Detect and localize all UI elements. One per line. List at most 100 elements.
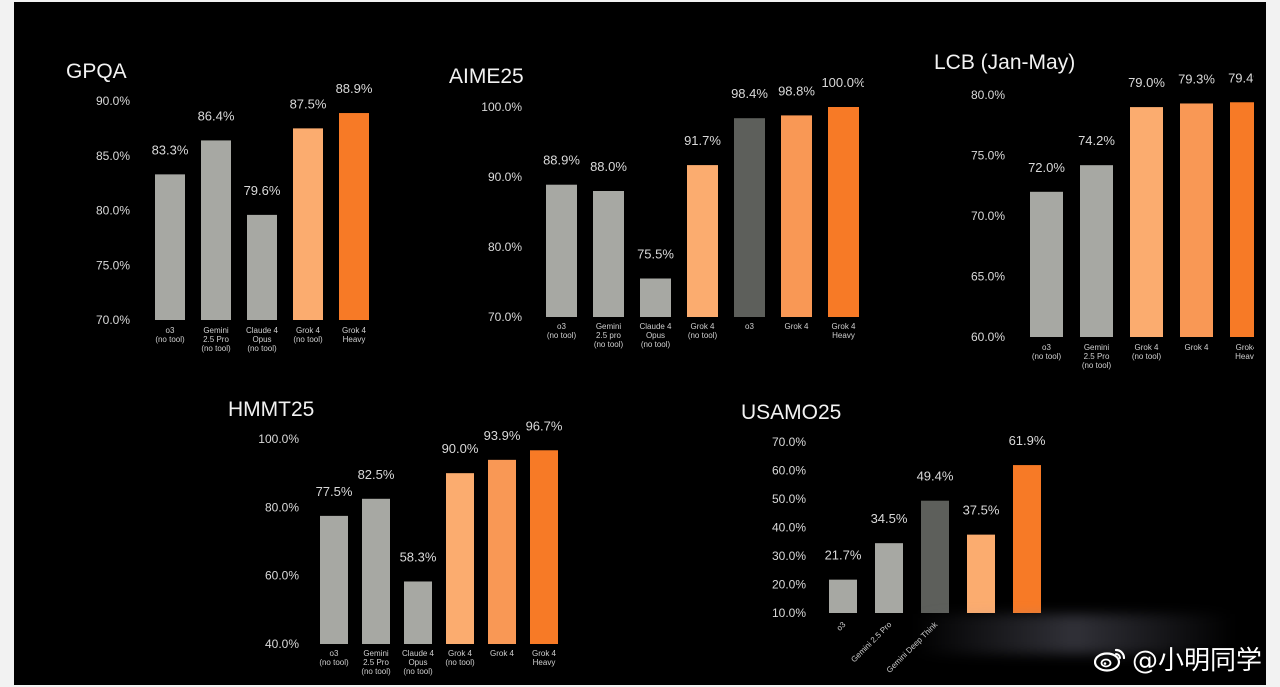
hmmt25-bar xyxy=(530,450,558,644)
hmmt25-category-label: (no tool) xyxy=(445,658,475,667)
gpqa-bar xyxy=(247,214,277,320)
usamo25-bar xyxy=(921,500,949,613)
hmmt25-value-label: 82.5% xyxy=(358,467,395,482)
gpqa-bar xyxy=(201,140,231,320)
aime25-value-label: 91.7% xyxy=(684,133,721,148)
lcb-jan-may-bar xyxy=(1030,191,1063,337)
usamo25-value-label: 21.7% xyxy=(825,548,862,563)
aime25-value-label: 100.0% xyxy=(821,75,864,90)
gpqa-y-tick-label: 75.0% xyxy=(96,258,130,272)
aime25-category-label: Gemini xyxy=(596,322,622,331)
gpqa-category-label: (no tool) xyxy=(293,335,323,344)
aime25-bar xyxy=(593,191,624,317)
weibo-logo-icon xyxy=(1093,646,1126,672)
aime25-bar xyxy=(687,165,718,317)
hmmt25-bar xyxy=(404,581,432,644)
aime25-category-label: Heavy xyxy=(832,331,855,340)
lcb-jan-may-category-label: (no tool) xyxy=(1032,352,1062,361)
aime25-category-label: (no tool) xyxy=(688,331,718,340)
gpqa-chart-svg: GPQA90.0%85.0%80.0%75.0%70.0%83.3%o3(no … xyxy=(66,60,372,353)
hmmt25-title: HMMT25 xyxy=(228,398,314,421)
hmmt25-value-label: 96.7% xyxy=(526,418,563,433)
aime25-title: AIME25 xyxy=(449,65,524,88)
aime25-bar xyxy=(640,278,671,317)
lcb-jan-may-bar xyxy=(1230,102,1254,337)
aime25-y-tick-label: 70.0% xyxy=(488,310,522,324)
hmmt25-value-label: 58.3% xyxy=(400,549,437,564)
aime25-y-tick-label: 100.0% xyxy=(481,100,522,114)
hmmt25-category-label: (no tool) xyxy=(403,667,433,676)
gpqa-category-label: 2.5 Pro xyxy=(203,335,229,344)
aime25-value-label: 75.5% xyxy=(637,247,674,262)
lcb-jan-may-category-label: (no tool) xyxy=(1082,361,1112,370)
aime25-bar xyxy=(781,115,812,318)
hmmt25-bar xyxy=(320,515,348,644)
aime25-category-label: (no tool) xyxy=(641,340,671,349)
aime25-value-label: 98.8% xyxy=(778,83,815,98)
hmmt25-y-tick-label: 60.0% xyxy=(265,569,299,583)
gpqa-bar xyxy=(293,128,323,320)
hmmt25-category-label: Grok 4 xyxy=(532,649,557,658)
usamo25-bar xyxy=(875,543,903,613)
blurred-watermark-overlay xyxy=(914,614,1234,654)
usamo25-chart: USAMO25 70.0% 60.0% 50.0% 40.0% 30.0% 20.0% 10.… xyxy=(720,394,1050,684)
lcb-jan-may-category-label: Heavy xyxy=(1235,352,1254,361)
gpqa-value-label: 86.4% xyxy=(198,108,235,123)
lcb-jan-may-y-tick-label: 80.0% xyxy=(971,88,1005,102)
gpqa-value-label: 87.5% xyxy=(290,96,327,111)
gpqa-bar xyxy=(155,174,185,320)
aime25-category-label: Opus xyxy=(646,331,665,340)
aime25-bar xyxy=(828,107,859,317)
hmmt25-category-label: Grok 4 xyxy=(490,649,515,658)
aime25-value-label: 98.4% xyxy=(731,86,768,101)
gpqa-category-label: Claude 4 xyxy=(246,326,279,335)
gpqa-category-label: o3 xyxy=(166,326,175,335)
lcb-jan-may-category-label: 2.5 Pro xyxy=(1084,352,1110,361)
hmmt25-category-label: Gemini xyxy=(363,649,389,658)
hmmt25-category-label: Grok 4 xyxy=(448,649,473,658)
hmmt25-category-label: o3 xyxy=(330,649,339,658)
hmmt25-category-label: Claude 4 xyxy=(402,649,435,658)
aime25-category-label: Claude 4 xyxy=(639,322,672,331)
aime25-category-label: Grok 4 xyxy=(690,322,715,331)
gpqa-y-tick-label: 90.0% xyxy=(96,94,130,108)
gpqa-value-label: 83.3% xyxy=(152,142,189,157)
usamo25-category-label: Gemini 2.5 Pro xyxy=(849,620,893,664)
aime25-value-label: 88.9% xyxy=(543,153,580,168)
gpqa-value-label: 88.9% xyxy=(336,81,372,96)
usamo25-value-label: 37.5% xyxy=(963,503,1000,518)
gpqa-y-tick-label: 80.0% xyxy=(96,204,130,218)
gpqa-title: GPQA xyxy=(66,60,127,83)
aime25-category-label: Grok 4 xyxy=(784,322,809,331)
aime25-chart: AIME25 100.0% 90.0% 80.0% 70.0% 88.9% o3 (no to… xyxy=(424,57,864,357)
hmmt25-bar xyxy=(488,459,516,644)
lcb-chart-svg: LCB (Jan-May) 80.0% 75.0% 70.0% 65.0% 60.0% 72… xyxy=(934,51,1254,370)
gpqa-category-label: (no tool) xyxy=(155,335,185,344)
aime25-category-label: o3 xyxy=(745,322,754,331)
lcb-jan-may-category-label: Gemini xyxy=(1084,343,1110,352)
hmmt25-value-label: 90.0% xyxy=(442,441,479,456)
lcb-jan-may-value-label: 74.2% xyxy=(1078,133,1115,148)
hmmt25-category-label: (no tool) xyxy=(361,667,391,676)
hmmt25-y-tick-label: 80.0% xyxy=(265,500,299,514)
hmmt25-value-label: 93.9% xyxy=(484,428,521,443)
lcb-jan-may-y-tick-label: 65.0% xyxy=(971,270,1005,284)
hmmt25-category-label: Opus xyxy=(408,658,427,667)
gpqa-bar xyxy=(339,113,369,320)
usamo25-value-label: 34.5% xyxy=(871,511,908,526)
aime25-y-tick-label: 90.0% xyxy=(488,170,522,184)
usamo25-chart-svg: USAMO25 70.0% 60.0% 50.0% 40.0% 30.0% 20.0% 10.… xyxy=(741,401,1046,675)
usamo25-category-label: o3 xyxy=(835,620,848,633)
aime25-category-label: Grok 4 xyxy=(831,322,856,331)
aime25-bar xyxy=(734,118,765,317)
benchmark-slide: GPQA 90.0% 85.0% 80.0% 75.0% 70.0% 83.3% o3 (no … xyxy=(14,2,1266,685)
lcb-jan-may-category-label: (no tool) xyxy=(1132,352,1162,361)
usamo25-bar xyxy=(967,534,995,613)
usamo25-value-label: 49.4% xyxy=(917,469,954,484)
gpqa-y-tick-label: 70.0% xyxy=(96,313,130,327)
gpqa-category-label: Grok 4 xyxy=(296,326,321,335)
usamo25-y-tick-label: 20.0% xyxy=(772,578,806,592)
usamo25-y-tick-label: 50.0% xyxy=(772,492,806,506)
lcb-jan-may-bar xyxy=(1180,103,1213,337)
